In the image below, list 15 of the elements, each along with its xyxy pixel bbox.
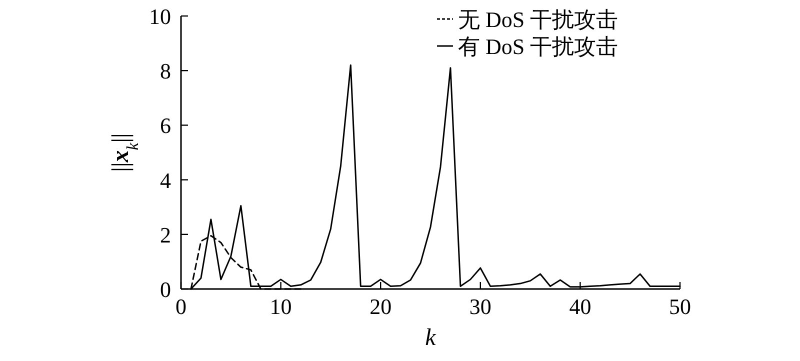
y-tick-label: 8 <box>160 58 171 84</box>
x-tick-label: 40 <box>569 294 592 319</box>
x-axis-title: k <box>425 325 436 351</box>
y-tick-label: 2 <box>160 222 171 248</box>
y-tick-label: 4 <box>160 168 171 193</box>
y-tick-label: 0 <box>160 277 171 302</box>
y-tick-label: 6 <box>160 113 171 138</box>
x-tick-label: 30 <box>469 294 492 319</box>
y-tick-label: 10 <box>149 4 171 29</box>
legend-label: 有 DoS 干扰攻击 <box>458 34 618 59</box>
x-tick-label: 50 <box>669 294 691 319</box>
x-tick-label: 10 <box>270 294 292 319</box>
legend-label: 无 DoS 干扰攻击 <box>458 7 618 32</box>
x-tick-label: 0 <box>176 294 186 319</box>
x-tick-label: 20 <box>370 294 392 319</box>
